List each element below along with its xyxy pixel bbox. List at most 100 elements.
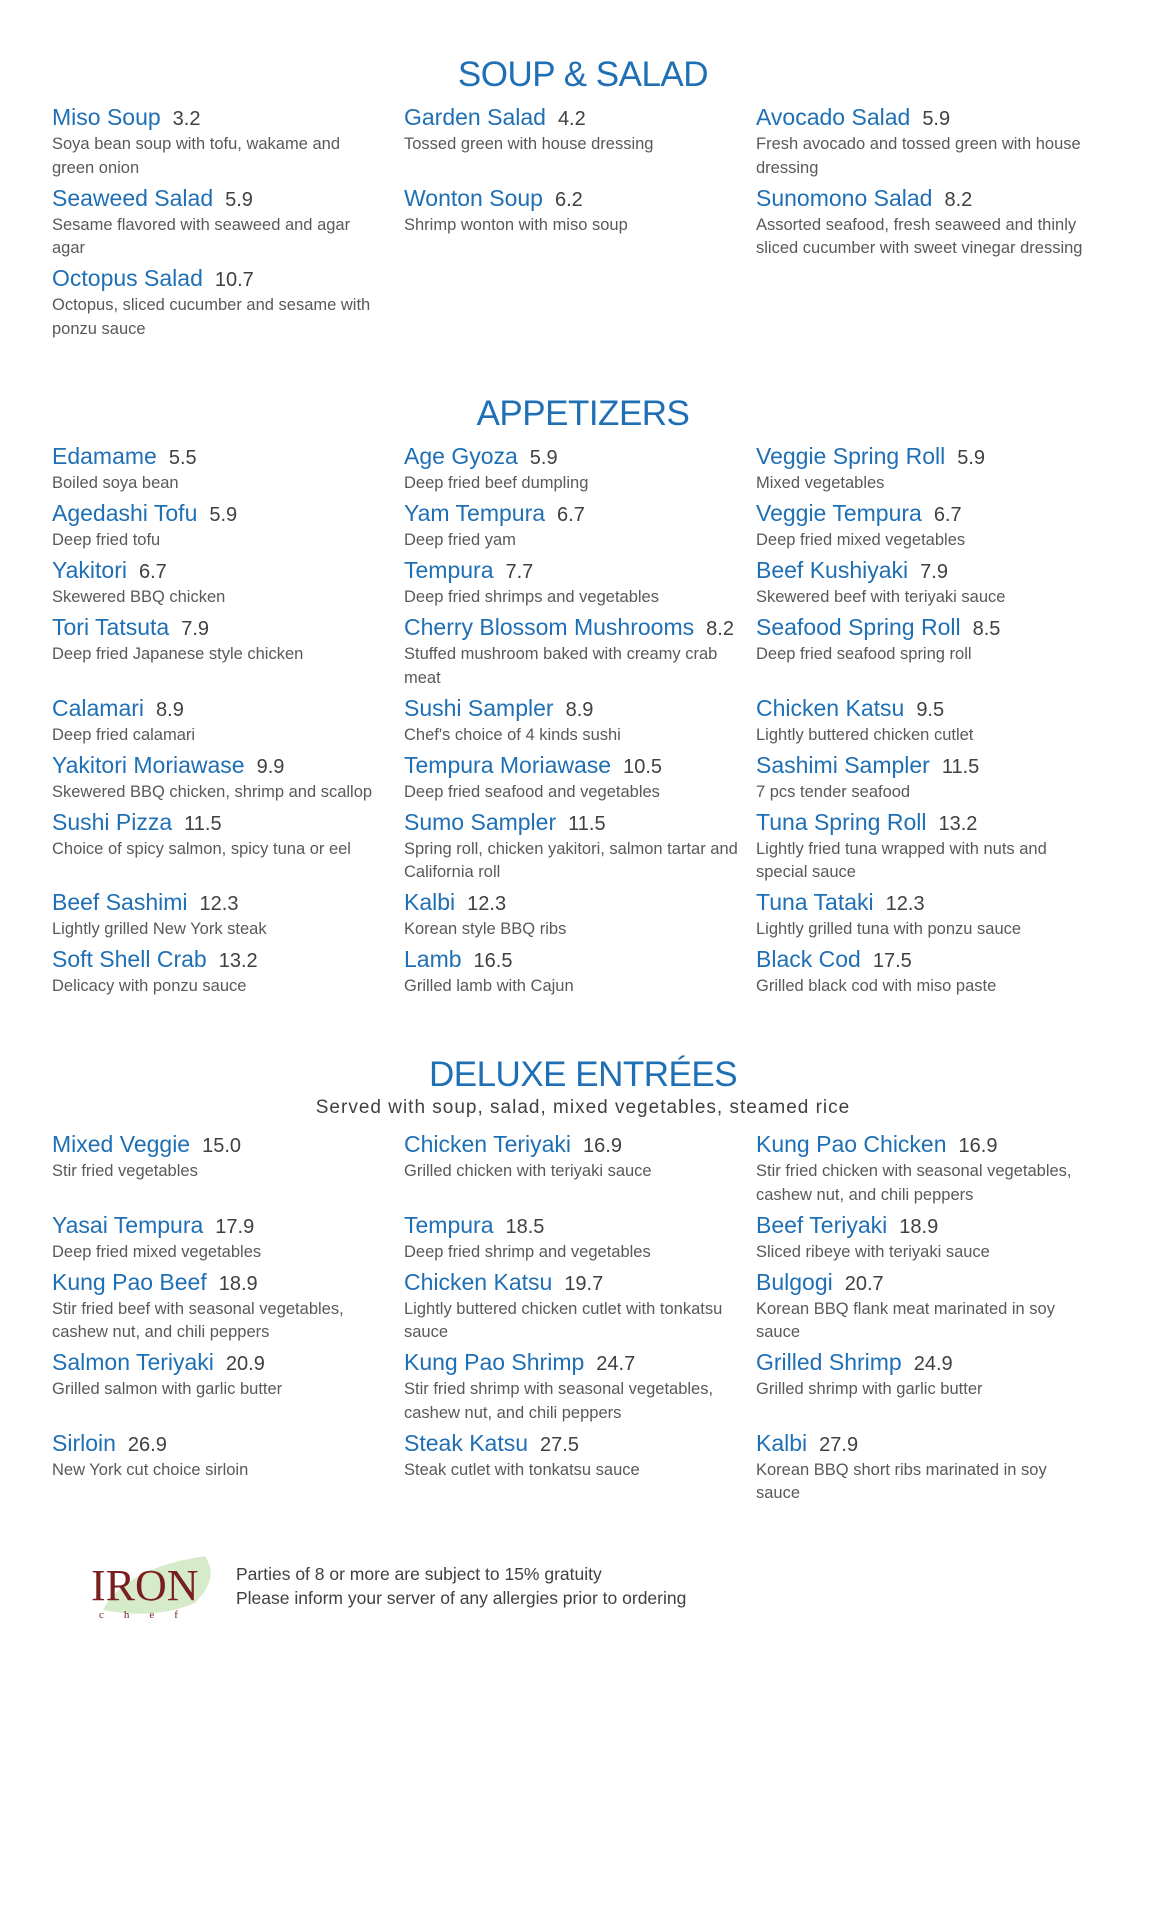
item-price: 19.7 [564, 1272, 604, 1295]
menu-item: Bulgogi 20.7 Korean BBQ flank meat marina… [756, 1266, 1108, 1345]
menu-item: Black Cod 17.5 Grilled black cod with mis… [756, 943, 1108, 999]
item-description: Grilled black cod with miso paste [756, 977, 997, 995]
menu-item: Mixed Veggie 15.0 Stir fried vegetables [52, 1128, 404, 1207]
menu-item: Kung Pao Beef 18.9 Stir fried beef with s… [52, 1266, 404, 1345]
menu-item: Cherry Blossom Mushrooms 8.2 Stuffed mush… [404, 611, 756, 690]
item-description: Lightly grilled tuna with ponzu sauce [756, 920, 1022, 938]
menu-row: Yasai Tempura 17.9 Deep fried mixed veget… [0, 1209, 1166, 1265]
item-description: Skewered beef with teriyaki sauce [756, 588, 1006, 606]
menu-row: Calamari 8.9 Deep fried calamari Sushi Sa… [0, 692, 1166, 748]
item-price: 15.0 [202, 1135, 242, 1157]
item-description: Korean BBQ flank meat marinated in soy s… [756, 1299, 1055, 1342]
item-price: 10.7 [214, 269, 254, 291]
item-price: 24.7 [596, 1353, 636, 1375]
menu-item: Kalbi 12.3 Korean style BBQ ribs [404, 886, 756, 942]
item-name: Calamari [52, 694, 145, 721]
item-description: Lightly fried tuna wrapped with nuts and… [756, 839, 1047, 882]
gratuity-note: Parties of 8 or more are subject to 15% … [236, 1563, 602, 1584]
item-description: Deep fried mixed vegetables [756, 531, 966, 549]
item-name: Yasai Tempura [52, 1211, 204, 1238]
menu-item: Sushi Pizza 11.5 Choice of spicy salmon, … [52, 806, 404, 885]
item-price: 9.5 [916, 698, 945, 721]
menu-item: Beef Kushiyaki 7.9 Skewered beef with ter… [756, 554, 1108, 610]
menu-item: Seafood Spring Roll 8.5 Deep fried seafoo… [756, 611, 1108, 690]
menu-item: Lamb 16.5 Grilled lamb with Cajun [404, 943, 756, 999]
item-description: Boiled soya bean [52, 474, 179, 492]
item-description: Deep fried mixed vegetables [52, 1242, 262, 1261]
item-name: Veggie Tempura [756, 500, 922, 526]
item-price: 5.5 [168, 447, 197, 469]
menu-item: Tuna Tataki 12.3 Lightly grilled tuna wit… [756, 886, 1108, 942]
menu-row: Salmon Teriyaki 20.9 Grilled salmon with … [0, 1346, 1166, 1425]
menu-row: Sirloin 26.9 New York cut choice sirloin … [0, 1427, 1166, 1506]
item-name: Sushi Pizza [52, 808, 173, 835]
item-price: 20.7 [844, 1272, 884, 1295]
item-name: Veggie Spring Roll [756, 443, 946, 469]
item-price: 8.2 [706, 618, 734, 640]
item-name: Tempura [404, 1211, 494, 1238]
item-price: 6.2 [554, 188, 583, 211]
item-name: Yam Tempura [404, 500, 546, 526]
allergy-note: Please inform your server of any allergi… [236, 1587, 687, 1608]
item-name: Tuna Tataki [756, 889, 874, 915]
item-price: 18.9 [218, 1272, 258, 1295]
item-price: 18.5 [505, 1215, 545, 1238]
item-name: Wonton Soup [404, 184, 543, 211]
item-price: 11.5 [568, 812, 606, 835]
menu-item: Steak Katsu 27.5 Steak cutlet with tonkat… [404, 1427, 756, 1506]
section-title: DELUXE ENTRÉES [428, 1055, 738, 1094]
item-name: Steak Katsu [404, 1429, 529, 1456]
menu-item: Tori Tatsuta 7.9 Deep fried Japanese styl… [52, 611, 404, 690]
item-description: Spring roll, chicken yakitori, salmon ta… [404, 839, 738, 882]
item-description: New York cut choice sirloin [52, 1460, 249, 1479]
item-name: Grilled Shrimp [756, 1349, 902, 1375]
item-price: 16.9 [583, 1135, 622, 1157]
item-price: 13.2 [938, 812, 978, 835]
menu-item: Kung Pao Shrimp 24.7 Stir fried shrimp wi… [404, 1346, 756, 1425]
item-description: Grilled shrimp with garlic butter [756, 1380, 983, 1398]
item-name: Bulgogi [756, 1268, 833, 1295]
item-name: Agedashi Tofu [52, 500, 198, 526]
item-price: 12.3 [199, 893, 239, 915]
menu-section: SOUP & SALAD Miso Soup 3.2 Soya bean soup… [0, 52, 1166, 343]
item-description: 7 pcs tender seafood [756, 782, 911, 801]
item-name: Chicken Katsu [404, 1268, 553, 1295]
menu-item: Chicken Teriyaki 16.9 Grilled chicken wit… [404, 1128, 756, 1207]
item-name: Sushi Sampler [404, 694, 554, 721]
item-description: Korean style BBQ ribs [404, 920, 567, 938]
item-name: Kung Pao Beef [52, 1268, 207, 1295]
item-description: Deep fried seafood and vegetables [404, 782, 660, 801]
item-price: 8.2 [944, 188, 973, 211]
item-name: Edamame [52, 443, 157, 469]
item-name: Soft Shell Crab [52, 946, 207, 972]
menu-item: Soft Shell Crab 13.2 Delicacy with ponzu … [52, 943, 404, 999]
item-description: Chef's choice of 4 kinds sushi [404, 725, 621, 744]
menu-row: Tori Tatsuta 7.9 Deep fried Japanese styl… [0, 611, 1166, 690]
item-description: Delicacy with ponzu sauce [52, 977, 247, 995]
item-description: Deep fried yam [404, 531, 516, 549]
item-price: 6.7 [139, 561, 167, 583]
item-name: Kung Pao Shrimp [404, 1349, 585, 1375]
item-price: 18.9 [899, 1215, 939, 1238]
item-price: 27.5 [540, 1433, 579, 1456]
menu-item: Chicken Katsu 9.5 Lightly buttered chicke… [756, 692, 1108, 748]
item-description: Sesame flavored with seaweed and agar ag… [52, 215, 351, 258]
menu-item: Beef Sashimi 12.3 Lightly grilled New Yor… [52, 886, 404, 942]
menu-item: Tempura 7.7 Deep fried shrimps and vegeta… [404, 554, 756, 610]
menu-item: Age Gyoza 5.9 Deep fried beef dumpling [404, 440, 756, 496]
menu-item: Chicken Katsu 19.7 Lightly buttered chick… [404, 1266, 756, 1345]
item-price: 24.9 [913, 1353, 953, 1375]
item-description: Grilled salmon with garlic butter [52, 1380, 283, 1398]
menu-row: Yakitori Moriawase 9.9 Skewered BBQ chick… [0, 749, 1166, 805]
item-price: 7.9 [920, 561, 948, 583]
item-name: Sashimi Sampler [756, 751, 930, 778]
item-description: Stir fried chicken with seasonal vegetab… [756, 1162, 1072, 1204]
menu-item: Kung Pao Chicken 16.9 Stir fried chicken … [756, 1128, 1108, 1207]
menu-item: Calamari 8.9 Deep fried calamari [52, 692, 404, 748]
item-price: 17.9 [215, 1215, 255, 1238]
item-name: Octopus Salad [52, 265, 203, 291]
menu-item: Tuna Spring Roll 13.2 Lightly fried tuna … [756, 806, 1108, 885]
item-name: Age Gyoza [404, 443, 518, 469]
item-price: 12.3 [467, 893, 507, 915]
item-name: Chicken Teriyaki [404, 1131, 572, 1157]
